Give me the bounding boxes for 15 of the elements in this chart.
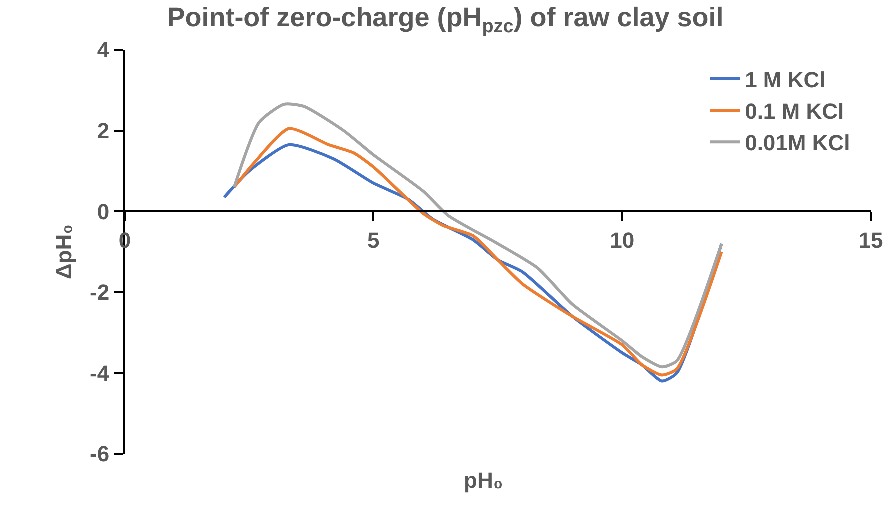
legend-label: 0.1 M KCl: [745, 99, 844, 124]
legend-label: 1 M KCl: [745, 67, 826, 92]
chart-title: Point-of zero-charge (pH$_{pzc}$) of raw clay soil: [167, 2, 724, 38]
y-tick-label: 0: [97, 199, 110, 224]
x-tick-label: 15: [858, 228, 884, 253]
y-tick-label: -4: [90, 360, 110, 386]
x-tick-label: 10: [610, 228, 635, 253]
y-tick-label: -6: [90, 442, 110, 467]
legend-label: 0.01M KCl: [745, 130, 850, 156]
x-tick-label: 5: [368, 228, 380, 253]
y-tick-label: -2: [90, 280, 110, 306]
y-tick-label: 2: [97, 118, 110, 144]
y-axis-title: ΔpH₀: [51, 224, 76, 280]
y-tick-label: 4: [97, 38, 110, 63]
x-axis-title: pH₀: [464, 468, 504, 493]
